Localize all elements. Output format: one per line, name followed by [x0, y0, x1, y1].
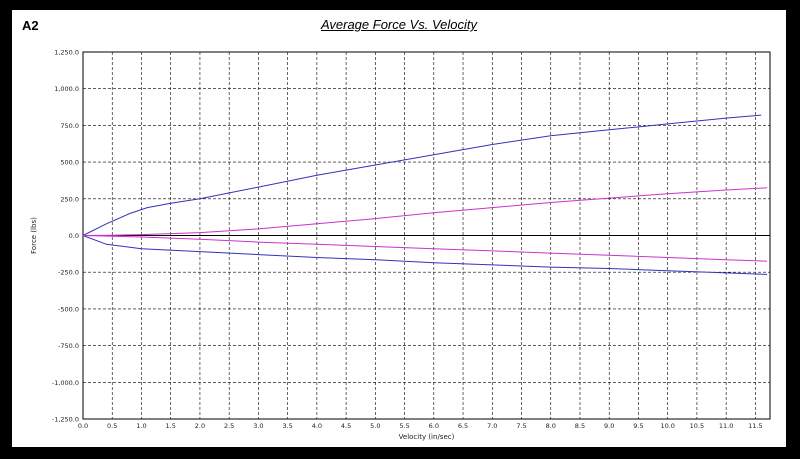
series-line-3: [82, 187, 768, 236]
series-line-4: [82, 235, 768, 262]
x-tick-label: 11.5: [748, 422, 762, 430]
y-tick-label: -1,000.0: [52, 379, 79, 387]
x-tick-label: 9.5: [633, 422, 643, 430]
x-tick-label: 1.0: [136, 422, 146, 430]
chart-panel: A2 Average Force Vs. Velocity 0.0 0.5 1.0 1…: [12, 10, 786, 447]
y-tick-label: -750.0: [58, 342, 79, 350]
panel-id-label: A2: [22, 18, 39, 33]
x-tick-label: 1.5: [166, 422, 176, 430]
y-tick-label: -250.0: [58, 269, 79, 277]
series-line-1: [82, 114, 762, 236]
y-tick-label: 1,000.0: [54, 85, 79, 93]
x-tick-label: 8.5: [575, 422, 585, 430]
series-line-2: [82, 235, 768, 275]
y-tick-label: 0.0: [69, 232, 79, 240]
chart-plot: 0.0 0.5 1.0 1.5 2.0 2.5 3.0 3.5 4.0 4.5 5.0 5.5 6.0 6…: [30, 49, 771, 441]
x-tick-label: 4.5: [341, 422, 351, 430]
y-tick-label: 750.0: [60, 122, 79, 130]
x-tick-label: 11.0: [719, 422, 733, 430]
x-tick-label: 10.0: [660, 422, 674, 430]
x-tick-label: 6.0: [429, 422, 439, 430]
y-axis-label: Force (lbs): [30, 217, 38, 254]
chart-title: Average Force Vs. Velocity: [320, 17, 478, 32]
x-tick-label: 2.5: [224, 422, 234, 430]
x-tick-label: 3.5: [282, 422, 292, 430]
y-tick-label: 500.0: [60, 159, 79, 167]
y-tick-label: 250.0: [60, 195, 79, 203]
y-tick-label: -500.0: [58, 305, 79, 313]
x-tick-label: 0.5: [107, 422, 117, 430]
x-tick-label: 7.5: [516, 422, 526, 430]
x-tick-label: 2.0: [195, 422, 205, 430]
y-tick-label: 1,250.0: [54, 49, 79, 57]
x-tick-label: 4.0: [312, 422, 322, 430]
x-tick-label: 5.5: [399, 422, 409, 430]
x-tick-label: 3.0: [253, 422, 263, 430]
x-axis-label: Velocity (in/sec): [399, 433, 455, 441]
x-tick-label: 6.5: [458, 422, 468, 430]
x-tick-label: 5.0: [370, 422, 380, 430]
x-tick-label: 10.5: [690, 422, 704, 430]
x-tick-label: 8.0: [546, 422, 556, 430]
x-tick-label: 9.0: [604, 422, 614, 430]
x-tick-label: 7.0: [487, 422, 497, 430]
y-tick-label: -1,250.0: [52, 416, 79, 424]
x-tick-label: 0.0: [78, 422, 88, 430]
